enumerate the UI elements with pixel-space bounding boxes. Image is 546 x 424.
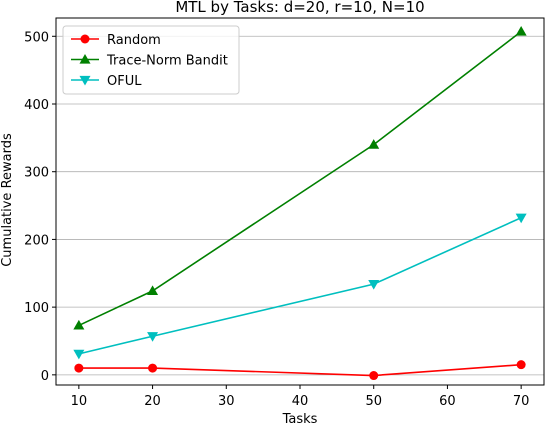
x-tick-label: 50 [365,394,382,409]
x-tick-label: 60 [439,394,456,409]
y-tick-label: 0 [41,369,49,384]
y-axis: 0 100 200 300 400 500 [24,30,56,384]
x-tick-label: 70 [513,394,530,409]
data-point [369,371,379,381]
y-tick-label: 500 [24,30,49,45]
data-point [73,319,85,330]
series-layer [73,26,527,381]
legend-box [62,25,240,95]
x-tick-label: 20 [144,394,161,409]
y-tick-label: 300 [24,166,49,181]
legend: Random Trace-Norm Bandit OFUL [62,25,240,95]
x-tick-label: 10 [71,394,88,409]
data-point [147,332,159,342]
data-point [74,363,84,373]
chart-title: MTL by Tasks: d=20, r=10, N=10 [175,0,424,16]
y-axis-label: Cumulative Rewards [0,133,15,267]
series-line [78,30,522,327]
data-point [148,363,158,373]
data-point [515,26,527,36]
legend-marker [80,34,90,44]
series-random [74,360,526,381]
y-tick-label: 200 [24,233,49,248]
data-point [147,285,159,296]
legend-label: Random [107,33,161,48]
y-tick-label: 100 [24,301,49,316]
data-point [73,349,85,360]
legend-marker [79,75,91,86]
legend-label: OFUL [107,74,142,89]
legend-marker [79,54,91,64]
x-tick-label: 30 [218,394,235,409]
x-axis-label: Tasks [282,412,318,424]
y-tick-label: 400 [24,98,49,113]
series-oful [73,213,527,360]
series-trace-norm-bandit [73,26,527,330]
x-axis: 10 20 30 40 50 60 70 [71,385,530,409]
data-point [515,213,527,224]
series-line [78,363,522,377]
data-point [368,279,380,290]
data-point [368,139,380,149]
legend-label: Trace-Norm Bandit [106,54,228,69]
series-line [78,217,522,355]
data-point [516,360,526,370]
x-tick-label: 40 [292,394,309,409]
